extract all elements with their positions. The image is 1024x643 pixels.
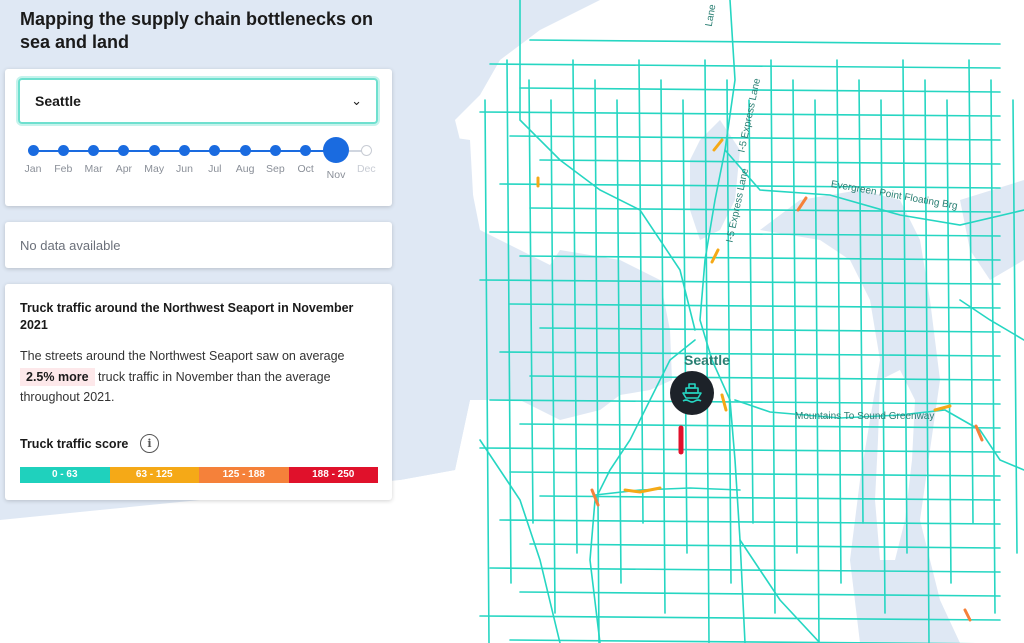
score-label: Truck traffic score [20, 437, 129, 451]
port-marker[interactable] [670, 371, 714, 415]
nodata-text: No data available [20, 238, 121, 253]
month-label: Mar [84, 163, 103, 175]
info-title: Truck traffic around the Northwest Seapo… [20, 301, 354, 332]
info-body-prefix: The streets around the Northwest Seaport… [20, 349, 345, 363]
congested-roads [536, 138, 984, 622]
info-highlight: 2.5% more [20, 367, 95, 386]
info-icon[interactable]: i [140, 434, 159, 453]
month-feb[interactable]: Feb [48, 135, 78, 175]
timeline-track-future [337, 150, 363, 152]
month-label: Sep [266, 163, 285, 175]
legend-segment: 188 - 250 [288, 467, 378, 483]
month-dot [27, 145, 39, 156]
month-label: Aug [235, 163, 255, 175]
chevron-down-icon: ⌄ [351, 93, 362, 108]
month-sep[interactable]: Sep [260, 135, 290, 175]
month-dot [57, 145, 69, 156]
month-dot [118, 145, 130, 156]
month-jul[interactable]: Jul [200, 135, 230, 175]
city-select-value: Seattle [35, 93, 81, 109]
month-dot [179, 145, 190, 156]
month-jun[interactable]: Jun [170, 135, 200, 175]
month-dot [360, 145, 372, 156]
info-panel: Truck traffic around the Northwest Seapo… [5, 284, 392, 500]
month-dot [300, 145, 312, 156]
month-jan[interactable]: Jan [18, 135, 48, 175]
month-dot [323, 137, 349, 163]
page-title: Mapping the supply chain bottlenecks on … [20, 9, 374, 52]
month-may[interactable]: May [139, 135, 169, 175]
filter-panel: Seattle ⌄ Jan Feb Mar Apr May Jun Jul Aug Sep Oct… [5, 69, 392, 206]
month-label: Jun [176, 163, 193, 175]
legend-segment: 125 - 188 [199, 467, 289, 483]
month-nov[interactable]: Nov [321, 135, 351, 181]
month-timeline: Jan Feb Mar Apr May Jun Jul Aug Sep Oct Nov Dec [20, 135, 380, 185]
map-label-mountains: Mountains To Sound Greenway [795, 411, 935, 422]
ship-icon [682, 383, 702, 403]
month-dot [269, 145, 281, 156]
month-dot [148, 145, 160, 156]
score-legend: 0 - 63 63 - 125 125 - 188 188 - 250 [20, 467, 378, 483]
month-label: May [144, 163, 165, 175]
month-label: Nov [326, 169, 346, 181]
month-mar[interactable]: Mar [79, 135, 109, 175]
month-apr[interactable]: Apr [109, 135, 139, 175]
month-oct[interactable]: Oct [291, 135, 321, 175]
month-label: Jan [24, 163, 42, 175]
lake-washington [760, 190, 960, 643]
month-label: Dec [356, 163, 376, 175]
month-label: Jul [208, 163, 222, 175]
month-aug[interactable]: Aug [230, 135, 260, 175]
legend-segment: 0 - 63 [20, 467, 110, 483]
puget-sound [380, 130, 520, 480]
nodata-panel: No data available [5, 222, 392, 268]
city-select[interactable]: Seattle ⌄ [18, 78, 378, 124]
month-dot [88, 145, 100, 156]
month-label: Oct [297, 163, 314, 175]
map-label-city: Seattle [684, 352, 730, 368]
month-dec[interactable]: Dec [351, 135, 381, 175]
info-body-suffix: truck traffic in November than the avera… [20, 369, 331, 405]
month-dot [239, 145, 251, 156]
road-network [479, 0, 1024, 643]
month-label: Apr [115, 163, 133, 175]
legend-segment: 63 - 125 [109, 467, 199, 483]
month-dot [209, 145, 221, 156]
info-body: The streets around the Northwest Seaport… [20, 346, 380, 408]
month-label: Feb [54, 163, 73, 175]
